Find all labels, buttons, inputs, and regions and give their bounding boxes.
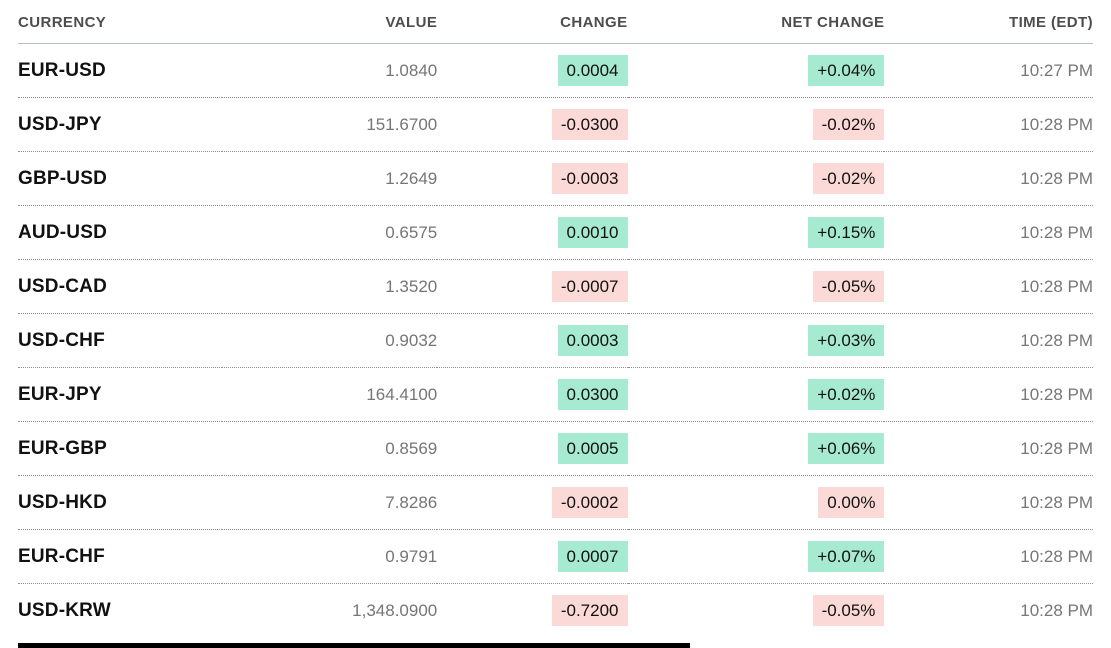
table-row: USD-HKD 7.8286 -0.0002 0.00% 10:28 PM <box>18 475 1093 530</box>
change-cell: 0.0300 <box>437 367 628 422</box>
change-cell: 0.0004 <box>437 43 628 98</box>
time-cell: 10:28 PM <box>884 205 1093 260</box>
net-change-badge: 0.00% <box>818 487 885 518</box>
value-cell: 7.8286 <box>222 475 438 530</box>
net-change-cell: -0.05% <box>627 259 885 314</box>
change-badge: 0.0005 <box>557 433 628 464</box>
change-badge: -0.7200 <box>551 595 628 627</box>
change-cell: 0.0005 <box>437 421 628 476</box>
value-cell: 0.8569 <box>222 421 438 476</box>
net-change-badge: +0.02% <box>808 379 885 410</box>
net-change-cell: 0.00% <box>627 475 885 530</box>
table-row: USD-CAD 1.3520 -0.0007 -0.05% 10:28 PM <box>18 259 1093 314</box>
change-badge: -0.0007 <box>551 271 628 302</box>
value-cell: 1.2649 <box>222 151 438 206</box>
currency-pair-link[interactable]: USD-HKD <box>18 475 223 530</box>
change-badge: 0.0003 <box>557 325 628 356</box>
time-cell: 10:28 PM <box>884 475 1093 530</box>
currency-table: CURRENCY VALUE CHANGE NET CHANGE TIME (E… <box>18 6 1093 638</box>
table-row: USD-CHF 0.9032 0.0003 +0.03% 10:28 PM <box>18 313 1093 368</box>
net-change-badge: -0.02% <box>812 109 885 140</box>
net-change-cell: +0.03% <box>627 313 885 368</box>
value-cell: 164.4100 <box>222 367 438 422</box>
net-change-badge: +0.15% <box>808 217 885 248</box>
time-cell: 10:28 PM <box>884 259 1093 314</box>
column-header-currency: CURRENCY <box>18 6 223 44</box>
change-cell: -0.0007 <box>437 259 628 314</box>
table-row: EUR-GBP 0.8569 0.0005 +0.06% 10:28 PM <box>18 421 1093 476</box>
net-change-badge: +0.04% <box>808 55 885 86</box>
currency-pair-link[interactable]: EUR-USD <box>18 43 223 98</box>
table-row: EUR-JPY 164.4100 0.0300 +0.02% 10:28 PM <box>18 367 1093 422</box>
time-cell: 10:28 PM <box>884 313 1093 368</box>
net-change-cell: +0.15% <box>627 205 885 260</box>
change-cell: -0.0002 <box>437 475 628 530</box>
currency-pair-link[interactable]: EUR-JPY <box>18 367 223 422</box>
value-cell: 1,348.0900 <box>352 600 438 620</box>
header-row: CURRENCY VALUE CHANGE NET CHANGE TIME (E… <box>18 6 1093 44</box>
net-change-cell: -0.02% <box>627 151 885 206</box>
net-change-cell: +0.02% <box>627 367 885 422</box>
currency-pair-link[interactable]: USD-CHF <box>18 313 223 368</box>
net-change-cell: -0.02% <box>627 97 885 152</box>
time-cell: 10:28 PM <box>884 151 1093 206</box>
table-row: EUR-USD 1.0840 0.0004 +0.04% 10:27 PM <box>18 43 1093 98</box>
currency-pair-link[interactable]: AUD-USD <box>18 205 223 260</box>
time-cell: 10:28 PM <box>1020 600 1093 620</box>
currency-pair-link[interactable]: EUR-CHF <box>18 529 223 584</box>
net-change-badge: +0.03% <box>808 325 885 356</box>
value-cell: 0.6575 <box>222 205 438 260</box>
change-badge: -0.0002 <box>551 487 628 518</box>
change-badge: 0.0300 <box>557 379 628 410</box>
time-cell: 10:28 PM <box>884 529 1093 584</box>
net-change-cell: +0.07% <box>627 529 885 584</box>
net-change-cell: -0.05% <box>628 584 885 638</box>
column-header-time: TIME (EDT) <box>884 6 1093 44</box>
table-row: EUR-CHF 0.9791 0.0007 +0.07% 10:28 PM <box>18 529 1093 584</box>
change-badge: 0.0007 <box>557 541 628 572</box>
change-cell: -0.7200 <box>437 584 628 638</box>
value-cell: 151.6700 <box>222 97 438 152</box>
currency-pair-link[interactable]: USD-CAD <box>18 259 223 314</box>
column-header-value: VALUE <box>222 6 438 44</box>
time-cell: 10:28 PM <box>884 367 1093 422</box>
currency-pair-link[interactable]: GBP-USD <box>18 151 223 206</box>
currency-table-header: CURRENCY VALUE CHANGE NET CHANGE TIME (E… <box>18 6 1093 44</box>
net-change-cell: +0.04% <box>627 43 885 98</box>
change-badge: -0.0300 <box>551 109 628 140</box>
currency-pair-link[interactable]: USD-KRW <box>18 599 111 621</box>
net-change-cell: +0.06% <box>627 421 885 476</box>
column-header-change: CHANGE <box>437 6 628 44</box>
currency-table-body: EUR-USD 1.0840 0.0004 +0.04% 10:27 PM USD-JPY… <box>18 43 1093 638</box>
value-cell: 0.9791 <box>222 529 438 584</box>
change-badge: 0.0010 <box>557 217 628 248</box>
change-cell: 0.0003 <box>437 313 628 368</box>
table-row: USD-JPY 151.6700 -0.0300 -0.02% 10:28 PM <box>18 97 1093 152</box>
net-change-badge: +0.06% <box>808 433 885 464</box>
table-row: AUD-USD 0.6575 0.0010 +0.15% 10:28 PM <box>18 205 1093 260</box>
net-change-badge: -0.05% <box>812 271 885 302</box>
currency-pair-link[interactable]: USD-JPY <box>18 97 223 152</box>
change-badge: 0.0004 <box>557 55 628 86</box>
currency-pair-link[interactable]: EUR-GBP <box>18 421 223 476</box>
section-divider-bar <box>18 643 690 648</box>
change-badge: -0.0003 <box>551 163 628 194</box>
value-cell: 1.3520 <box>222 259 438 314</box>
time-cell: 10:27 PM <box>884 43 1093 98</box>
value-cell: 1.0840 <box>222 43 438 98</box>
table-row: USD-KRW 1,348.0900 -0.7200 -0.05% 10:28 PM <box>18 584 1093 638</box>
time-cell: 10:28 PM <box>884 97 1093 152</box>
table-row: GBP-USD 1.2649 -0.0003 -0.02% 10:28 PM <box>18 151 1093 206</box>
change-cell: -0.0300 <box>437 97 628 152</box>
change-cell: 0.0007 <box>437 529 628 584</box>
column-header-net-change: NET CHANGE <box>627 6 885 44</box>
net-change-badge: -0.02% <box>812 163 885 194</box>
net-change-badge: -0.05% <box>812 595 885 627</box>
value-cell: 0.9032 <box>222 313 438 368</box>
change-cell: -0.0003 <box>437 151 628 206</box>
net-change-badge: +0.07% <box>808 541 885 572</box>
time-cell: 10:28 PM <box>884 421 1093 476</box>
change-cell: 0.0010 <box>437 205 628 260</box>
